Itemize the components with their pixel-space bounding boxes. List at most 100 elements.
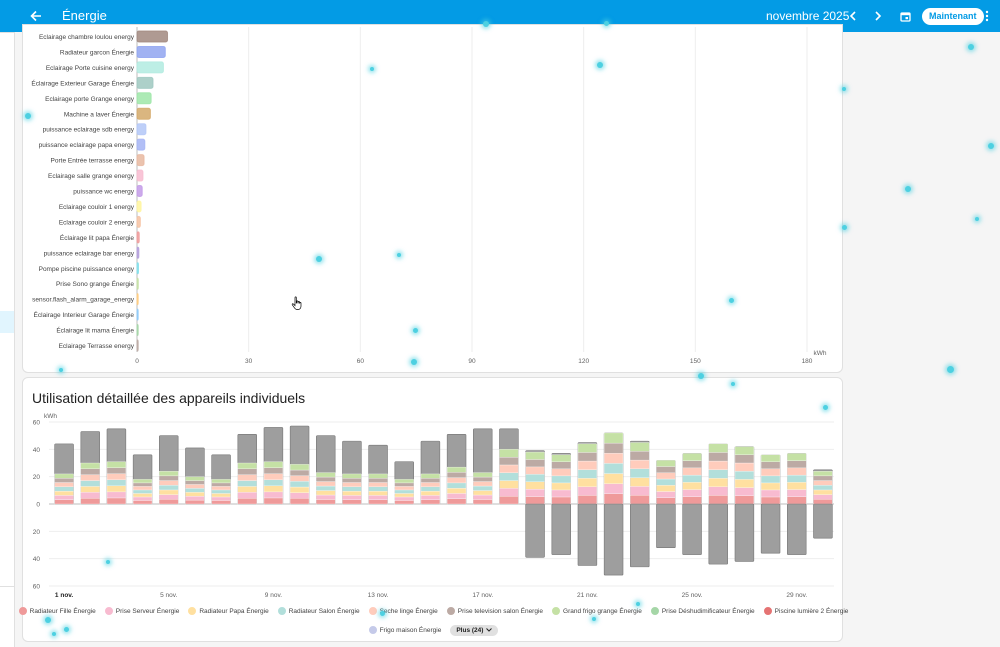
x-tick-label: 5 nov. bbox=[160, 592, 177, 599]
snow-particle bbox=[380, 611, 385, 616]
legend-item[interactable]: Grand frigo grange Énergie bbox=[552, 607, 642, 615]
x-tick-label: 29 nov. bbox=[786, 592, 807, 599]
stacked-segment bbox=[368, 490, 388, 496]
stacked-segment bbox=[577, 469, 597, 479]
negative-bar bbox=[577, 503, 598, 566]
legend-item[interactable]: Prise Serveur Énergie bbox=[104, 607, 179, 615]
sidebar-item-energy[interactable] bbox=[0, 311, 14, 333]
stacked-segment bbox=[420, 478, 440, 483]
period-label: novembre 2025 bbox=[766, 9, 850, 23]
stacked-segment bbox=[133, 493, 153, 498]
next-period-button[interactable] bbox=[868, 6, 888, 26]
stacked-segment bbox=[551, 496, 571, 505]
stacked-segment bbox=[290, 481, 310, 488]
stacked-segment bbox=[394, 496, 414, 501]
stacked-segment bbox=[708, 486, 728, 496]
stacked-segment bbox=[211, 479, 231, 484]
stacked-segment bbox=[499, 472, 519, 481]
legend-item[interactable]: Frigo maison Énergie bbox=[368, 626, 441, 634]
legend-label: Prise Déshudimificateur Énergie bbox=[661, 607, 755, 615]
legend-item[interactable]: Radiateur Papa Énergie bbox=[188, 607, 269, 615]
legend-item[interactable]: Radiateur Fille Énergie bbox=[18, 607, 96, 615]
x-tick-label: 60 bbox=[357, 358, 365, 365]
stacked-segment bbox=[656, 485, 676, 492]
x-tick-label: 1 nov. bbox=[55, 592, 73, 599]
bar bbox=[136, 231, 140, 244]
snow-particle bbox=[25, 113, 31, 119]
stacked-segment bbox=[237, 486, 257, 493]
bar bbox=[136, 107, 151, 120]
stacked-segment bbox=[368, 473, 388, 479]
stacked-segment bbox=[342, 495, 362, 500]
legend-item[interactable]: Prise television salon Énergie bbox=[446, 607, 543, 615]
back-button[interactable] bbox=[26, 6, 46, 26]
stacked-segment bbox=[551, 489, 571, 498]
stacked-segment bbox=[656, 466, 676, 473]
stacked-segment bbox=[185, 480, 205, 485]
stacked-segment bbox=[761, 482, 781, 491]
stacked-segment bbox=[708, 469, 728, 479]
bar bbox=[136, 92, 152, 105]
x-tick-label: 17 nov. bbox=[472, 592, 493, 599]
stacked-segment bbox=[577, 452, 597, 462]
stacked-segment bbox=[734, 446, 754, 455]
stacked-segment bbox=[54, 495, 74, 500]
legend-item[interactable]: Seche linge Énergie bbox=[368, 607, 438, 615]
category-label: Pompe piscine puissance energy bbox=[39, 266, 135, 273]
stacked-segment bbox=[159, 489, 179, 495]
now-button[interactable]: Maintenant bbox=[922, 8, 984, 25]
axis-unit-label: kWh bbox=[44, 413, 57, 420]
legend-item[interactable]: Prise Déshudimificateur Énergie bbox=[650, 607, 755, 615]
legend-label: Radiateur Papa Énergie bbox=[199, 607, 269, 615]
stacked-segment bbox=[394, 482, 414, 487]
stacked-segment bbox=[263, 479, 283, 486]
legend-more-label: Plus (24) bbox=[456, 626, 484, 634]
stacked-segment bbox=[159, 494, 179, 500]
stacked-segment bbox=[394, 489, 414, 494]
stacked-segment bbox=[577, 495, 597, 505]
stacked-segment bbox=[708, 478, 728, 487]
bar bbox=[136, 277, 139, 290]
stacked-segment bbox=[813, 471, 833, 477]
x-tick-label: 150 bbox=[690, 358, 701, 365]
category-label: Eclairage couloir 1 energy bbox=[59, 204, 135, 211]
stacked-segment bbox=[682, 460, 702, 469]
overflow-menu-button[interactable] bbox=[977, 6, 997, 26]
stacked-segment bbox=[761, 489, 781, 498]
category-label: puissance eclairage sdb energy bbox=[43, 127, 135, 134]
stacked-segment bbox=[237, 492, 257, 499]
stacked-segment bbox=[813, 499, 833, 505]
snow-particle bbox=[842, 225, 847, 230]
legend-swatch bbox=[552, 607, 561, 615]
bar bbox=[136, 308, 139, 321]
legend-swatch bbox=[650, 607, 659, 615]
stacked-segment bbox=[813, 489, 833, 495]
stacked-segment bbox=[813, 480, 833, 486]
legend-item[interactable]: Piscine lumière 2 Énergie bbox=[763, 607, 848, 615]
bar bbox=[136, 61, 164, 74]
stacked-segment bbox=[316, 499, 336, 505]
category-label: Eclairage couloir 2 energy bbox=[59, 219, 135, 226]
legend-label: Seche linge Énergie bbox=[379, 607, 438, 615]
y-tick-label: 40 bbox=[33, 556, 41, 563]
previous-period-button[interactable] bbox=[843, 6, 863, 26]
stacked-segment bbox=[133, 489, 153, 494]
stacked-segment bbox=[551, 468, 571, 477]
stacked-segment bbox=[577, 443, 597, 453]
stacked-segment bbox=[342, 482, 362, 487]
stacked-segment bbox=[263, 485, 283, 493]
date-picker-button[interactable] bbox=[895, 6, 915, 26]
stacked-segment bbox=[185, 499, 205, 505]
legend-more-button[interactable]: Plus (24) bbox=[450, 624, 499, 636]
stacked-segment bbox=[604, 442, 624, 454]
stacked-segment bbox=[734, 454, 754, 464]
stacked-segment bbox=[604, 463, 624, 474]
stacked-segment bbox=[342, 490, 362, 496]
stacked-segment bbox=[106, 491, 126, 499]
stacked-segment bbox=[211, 486, 231, 491]
stacked-segment bbox=[525, 489, 545, 497]
legend-item[interactable]: Radiateur Salon Énergie bbox=[277, 607, 360, 615]
x-tick-label: 120 bbox=[578, 358, 589, 365]
legend-swatch bbox=[368, 607, 377, 615]
stacked-segment bbox=[106, 497, 126, 505]
